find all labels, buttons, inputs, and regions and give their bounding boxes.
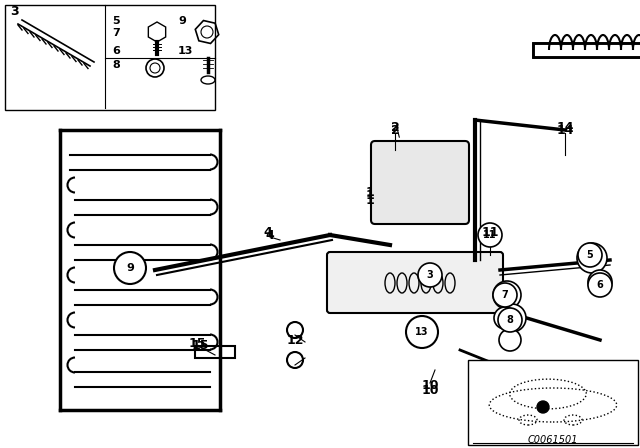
- Circle shape: [418, 263, 442, 287]
- Text: 7: 7: [112, 28, 120, 38]
- Circle shape: [493, 281, 521, 309]
- Circle shape: [406, 316, 438, 348]
- Bar: [195, 346, 235, 358]
- FancyBboxPatch shape: [327, 252, 503, 313]
- Text: 1: 1: [365, 189, 374, 202]
- Text: C0061501: C0061501: [528, 435, 579, 445]
- Text: 4: 4: [266, 228, 275, 241]
- Text: 2: 2: [390, 121, 399, 134]
- Text: 10: 10: [421, 383, 439, 396]
- Circle shape: [494, 307, 516, 329]
- Circle shape: [493, 283, 517, 307]
- Text: 3: 3: [427, 270, 433, 280]
- Circle shape: [478, 223, 502, 247]
- Text: 13: 13: [178, 46, 193, 56]
- Text: 9: 9: [126, 263, 134, 273]
- Text: 15: 15: [188, 336, 205, 349]
- Text: 11: 11: [483, 230, 497, 240]
- Text: 8: 8: [112, 60, 120, 70]
- Circle shape: [537, 401, 549, 413]
- Text: 3: 3: [10, 5, 19, 18]
- Text: 13: 13: [415, 327, 429, 337]
- Text: 10: 10: [421, 379, 439, 392]
- Circle shape: [499, 329, 521, 351]
- Text: 2: 2: [390, 124, 399, 137]
- Text: 15: 15: [191, 339, 209, 352]
- Text: 7: 7: [502, 290, 508, 300]
- Circle shape: [588, 270, 612, 294]
- Text: 8: 8: [507, 315, 513, 325]
- Circle shape: [498, 304, 526, 332]
- Bar: [468, 360, 638, 445]
- Bar: [5, 5, 215, 110]
- Text: 6: 6: [596, 280, 604, 290]
- Text: 14: 14: [556, 124, 573, 137]
- Text: 11: 11: [481, 225, 499, 238]
- Text: 9: 9: [178, 16, 186, 26]
- Text: 5: 5: [587, 250, 593, 260]
- Text: 5: 5: [112, 16, 120, 26]
- Text: 12: 12: [286, 333, 304, 346]
- Circle shape: [577, 243, 607, 273]
- Circle shape: [578, 243, 602, 267]
- Circle shape: [588, 273, 612, 297]
- Text: 14: 14: [556, 121, 573, 134]
- FancyBboxPatch shape: [371, 141, 469, 224]
- Text: 6: 6: [112, 46, 120, 56]
- Circle shape: [498, 308, 522, 332]
- Text: 1: 1: [365, 185, 374, 198]
- Text: 1: 1: [365, 194, 374, 207]
- Circle shape: [114, 252, 146, 284]
- Text: 4: 4: [264, 225, 273, 238]
